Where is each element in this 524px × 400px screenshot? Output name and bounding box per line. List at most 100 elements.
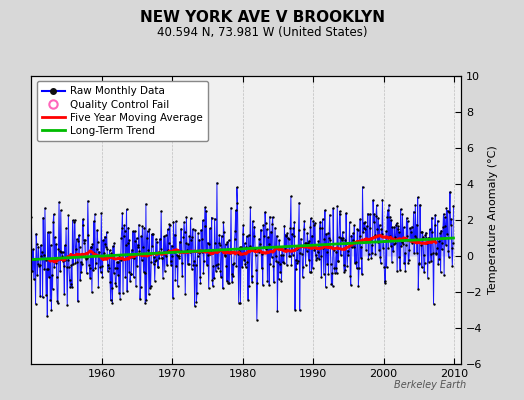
Point: [38, 249, 46, 255]
Point: [201, 204, 210, 210]
Point: [147, 259, 156, 266]
Point: [419, 251, 428, 258]
Point: [309, 218, 318, 224]
Point: [115, 252, 124, 258]
Point: [206, 225, 214, 232]
Point: [438, 240, 446, 247]
Point: [363, 238, 372, 244]
Point: [400, 260, 408, 267]
Point: [135, 248, 144, 254]
Point: [335, 234, 343, 240]
Point: [112, 282, 120, 289]
Point: [345, 243, 353, 250]
Point: [75, 244, 84, 250]
Point: [427, 251, 435, 257]
Point: [139, 244, 147, 250]
Point: [124, 224, 133, 231]
Point: [29, 276, 38, 282]
Point: [302, 248, 311, 254]
Point: [290, 233, 298, 239]
Point: [352, 258, 360, 265]
Point: [297, 236, 305, 242]
Point: [76, 277, 84, 283]
Point: [131, 238, 139, 244]
Point: [46, 229, 54, 235]
Point: [412, 234, 420, 241]
Point: [141, 201, 150, 207]
Point: [170, 232, 179, 238]
Point: [432, 250, 440, 257]
Point: [394, 226, 402, 232]
Point: [165, 240, 173, 246]
Point: [190, 303, 199, 309]
Point: [446, 221, 455, 228]
Point: [140, 270, 149, 276]
Point: [227, 204, 235, 211]
Point: [429, 250, 437, 256]
Point: [189, 226, 197, 232]
Point: [70, 218, 79, 225]
Point: [313, 245, 322, 251]
Point: [216, 242, 224, 248]
Point: [223, 278, 231, 284]
Point: [224, 280, 232, 286]
Point: [122, 206, 130, 213]
Point: [375, 222, 384, 228]
Point: [384, 244, 392, 251]
Point: [114, 259, 123, 265]
Point: [203, 240, 212, 246]
Point: [54, 246, 63, 252]
Point: [355, 233, 364, 240]
Point: [343, 263, 352, 270]
Point: [333, 270, 341, 276]
Point: [339, 229, 347, 235]
Point: [185, 233, 193, 240]
Point: [291, 257, 300, 263]
Point: [296, 307, 304, 314]
Point: [447, 216, 455, 222]
Point: [359, 220, 368, 226]
Point: [190, 258, 198, 265]
Point: [114, 272, 122, 278]
Point: [146, 285, 154, 292]
Point: [328, 270, 336, 276]
Point: [194, 230, 202, 236]
Point: [179, 249, 187, 256]
Point: [263, 226, 271, 232]
Point: [202, 208, 211, 214]
Point: [231, 236, 239, 242]
Point: [354, 283, 363, 289]
Point: [299, 264, 308, 270]
Point: [426, 226, 434, 232]
Point: [93, 227, 101, 234]
Point: [187, 236, 195, 243]
Point: [321, 207, 329, 213]
Point: [394, 223, 402, 229]
Point: [218, 248, 226, 254]
Point: [116, 296, 124, 302]
Point: [97, 210, 105, 216]
Point: [445, 209, 454, 215]
Point: [197, 227, 205, 233]
Point: [52, 241, 60, 247]
Point: [322, 230, 330, 237]
Point: [242, 244, 250, 250]
Point: [416, 201, 424, 208]
Point: [73, 298, 82, 304]
Point: [173, 252, 181, 258]
Point: [189, 262, 198, 268]
Point: [320, 236, 329, 242]
Point: [378, 231, 386, 238]
Point: [325, 212, 334, 218]
Point: [172, 218, 180, 225]
Point: [311, 219, 319, 226]
Point: [334, 258, 343, 265]
Point: [405, 256, 413, 263]
Point: [402, 242, 410, 248]
Point: [382, 228, 390, 234]
Point: [44, 266, 52, 272]
Point: [236, 244, 244, 250]
Y-axis label: Temperature Anomaly (°C): Temperature Anomaly (°C): [488, 146, 498, 294]
Point: [227, 271, 236, 278]
Point: [199, 270, 208, 276]
